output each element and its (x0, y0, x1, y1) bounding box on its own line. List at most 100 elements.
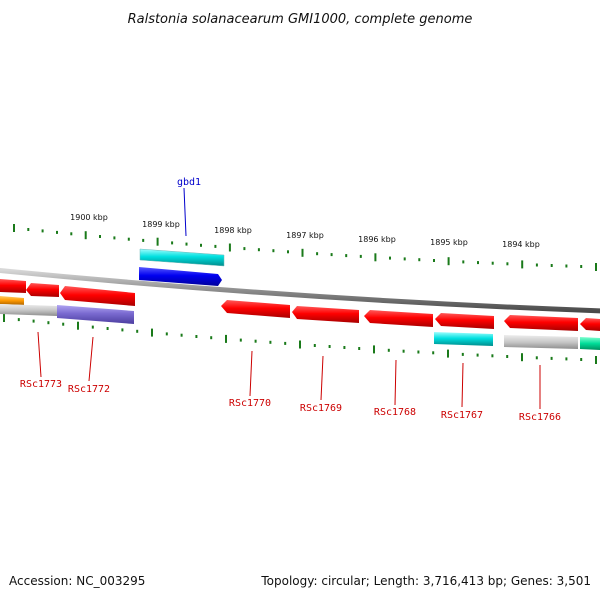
gene-label-gbd1: gbd1 (177, 177, 201, 188)
outer-minor-tick (433, 259, 435, 262)
outer-minor-tick (389, 256, 391, 260)
outer-major-tick (13, 224, 15, 232)
cds-feature (221, 300, 290, 318)
misc-feature (57, 305, 134, 324)
outer-minor-tick (580, 265, 583, 268)
leader-line (461, 362, 464, 408)
inner-minor-tick (432, 351, 435, 355)
outer-minor-tick (506, 262, 509, 266)
position-label: 1894 kbp (502, 240, 540, 249)
position-label: 1899 kbp (142, 220, 180, 229)
genome-summary-text: Topology: circular; Length: 3,716,413 bp… (261, 574, 591, 588)
position-scale: 1900 kbp 1899 kbp 1898 kbp 1897 kbp 1896… (70, 213, 540, 249)
inner-minor-tick (535, 356, 538, 360)
inner-minor-tick (506, 355, 509, 358)
inner-minor-tick (461, 352, 464, 356)
position-label: 1898 kbp (214, 226, 252, 235)
outer-minor-tick (56, 230, 58, 234)
inner-major-tick (447, 349, 449, 358)
position-label: 1895 kbp (430, 238, 468, 247)
inner-minor-tick (180, 333, 183, 337)
inner-minor-tick (91, 325, 94, 329)
outer-minor-tick (27, 228, 30, 231)
outer-minor-tick (462, 260, 465, 264)
inner-minor-tick (358, 347, 361, 350)
inner-minor-tick (47, 321, 50, 325)
outer-major-tick (301, 248, 304, 257)
outer-minor-tick (243, 247, 246, 251)
gbd1-feature (139, 267, 222, 286)
cds-feature (0, 279, 26, 293)
inner-minor-tick (32, 319, 35, 323)
outer-minor-tick (41, 229, 44, 233)
leader-line (394, 359, 397, 406)
inner-minor-tick (550, 356, 553, 360)
leader-line (183, 187, 187, 237)
gene-label-rsc1773: RSc1773 (20, 379, 62, 390)
outer-minor-tick (185, 242, 188, 246)
leader-line (249, 350, 253, 397)
gene-label-rsc1766: RSc1766 (519, 412, 561, 423)
forward-features (139, 248, 225, 286)
inner-minor-tick (210, 336, 213, 340)
position-label: 1900 kbp (70, 213, 108, 222)
outer-major-tick (84, 231, 87, 240)
outer-minor-tick (142, 238, 145, 242)
inner-minor-tick (417, 350, 420, 354)
outer-minor-tick (171, 241, 174, 245)
outer-minor-tick (127, 237, 130, 241)
outer-minor-tick (359, 254, 362, 258)
cds-feature (292, 306, 359, 323)
inner-major-tick (299, 340, 301, 349)
inner-minor-tick (106, 327, 109, 330)
inner-minor-tick (269, 340, 272, 344)
gene-label-rsc1767: RSc1767 (441, 410, 483, 421)
gene-feature (504, 335, 578, 349)
inner-major-tick (373, 345, 375, 354)
inner-minor-tick (476, 353, 479, 357)
cds-feature (504, 315, 578, 331)
reverse-features (0, 279, 600, 350)
inner-major-tick (77, 321, 79, 330)
inner-minor-tick (491, 354, 494, 358)
cds-feature (60, 286, 135, 306)
outer-minor-tick (345, 254, 348, 258)
inner-minor-tick (254, 339, 257, 343)
inner-minor-tick (17, 318, 20, 322)
outer-major-tick (521, 260, 524, 269)
genome-backbone (0, 267, 600, 314)
inner-major-tick (595, 356, 597, 364)
outer-major-tick (228, 243, 231, 252)
rrna-feature (434, 332, 493, 346)
inner-minor-tick (239, 338, 242, 342)
inner-minor-tick (136, 329, 139, 333)
outer-minor-tick (99, 235, 101, 238)
inner-minor-tick (565, 357, 568, 361)
outer-minor-tick (316, 252, 319, 256)
inner-minor-tick (328, 345, 331, 348)
inner-major-tick (521, 353, 523, 362)
leader-line (37, 331, 42, 378)
position-label: 1896 kbp (358, 235, 396, 244)
leader-line (88, 336, 94, 382)
outer-tick-track (13, 224, 597, 271)
inner-minor-tick (387, 348, 390, 352)
cds-feature (26, 283, 59, 297)
gene-labels: gbd1 RSc1773 RSc1772 RSc1770 RSc1769 RSc… (20, 177, 561, 423)
leader-line (320, 355, 324, 401)
gene-feature (0, 304, 57, 316)
inner-minor-tick (343, 346, 346, 349)
outer-minor-tick (565, 264, 568, 268)
inner-minor-tick (165, 332, 168, 336)
cds-feature (435, 313, 494, 329)
inner-minor-tick (195, 335, 198, 338)
orange-feature (0, 296, 24, 305)
accession-text: Accession: NC_003295 (9, 574, 146, 588)
inner-minor-tick (580, 358, 583, 361)
outer-minor-tick (330, 253, 333, 257)
inner-minor-tick (284, 341, 287, 345)
position-label: 1897 kbp (286, 231, 324, 240)
outer-major-tick (156, 237, 159, 246)
outer-minor-tick (287, 250, 289, 254)
